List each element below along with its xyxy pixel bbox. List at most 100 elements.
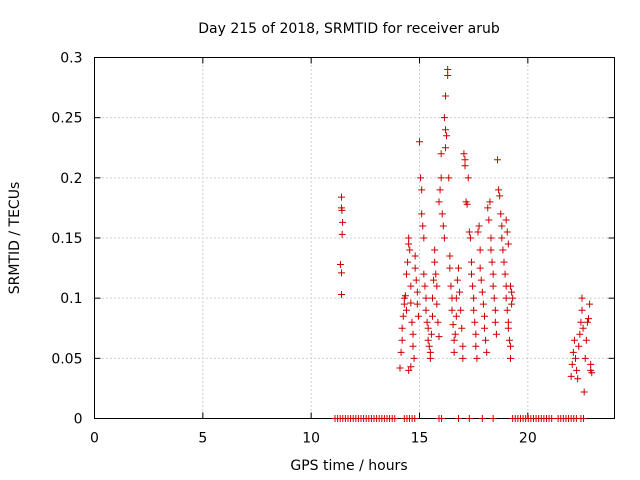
data-point (407, 363, 415, 371)
grid-lines (94, 57, 615, 419)
y-tick-label: 0.3 (60, 51, 82, 67)
data-point (420, 270, 428, 278)
data-point (505, 336, 513, 344)
data-point (338, 291, 345, 299)
data-point (450, 336, 458, 344)
data-point (404, 258, 412, 266)
data-point (502, 216, 510, 224)
data-point (422, 294, 430, 302)
data-point (442, 144, 449, 152)
data-point (418, 210, 426, 218)
data-point (469, 282, 477, 290)
data-point (504, 318, 512, 326)
data-point (403, 270, 410, 278)
y-tick-label: 0.25 (51, 111, 82, 127)
data-point (397, 348, 405, 356)
data-point (442, 126, 449, 134)
data-point (433, 300, 441, 308)
data-point (468, 270, 475, 278)
data-point (507, 354, 514, 362)
data-point (435, 198, 443, 206)
data-point (438, 415, 446, 422)
data-point (468, 258, 475, 266)
data-point (586, 300, 594, 308)
data-point (433, 282, 441, 290)
data-point (465, 415, 473, 422)
data-point (570, 336, 578, 344)
data-point (391, 415, 399, 422)
data-point (465, 228, 473, 236)
x-tick-label: 10 (302, 431, 320, 447)
data-point (477, 276, 485, 284)
data-point (444, 66, 452, 74)
data-point (336, 260, 344, 268)
data-point (456, 288, 464, 296)
data-point (500, 258, 508, 266)
data-point (429, 294, 436, 302)
data-point (445, 174, 453, 182)
data-point (338, 230, 346, 238)
data-point (583, 318, 591, 326)
data-point (418, 186, 426, 194)
data-point (491, 318, 499, 326)
data-point (497, 210, 505, 218)
data-point (440, 234, 448, 242)
data-point (509, 294, 517, 302)
data-point (414, 312, 422, 320)
data-point (440, 114, 448, 122)
data-point (461, 156, 469, 164)
data-point (434, 318, 442, 326)
data-point (411, 264, 419, 272)
data-point (457, 306, 465, 314)
data-point (431, 246, 439, 254)
data-point (420, 234, 428, 242)
data-point (407, 299, 415, 307)
x-axis-label: GPS time / hours (290, 458, 407, 474)
data-point (489, 282, 497, 290)
data-point (419, 222, 427, 230)
data-point (451, 330, 459, 338)
data-point (504, 240, 512, 248)
data-point (572, 354, 579, 362)
data-point (431, 258, 439, 266)
data-point (400, 300, 408, 308)
data-point (470, 294, 478, 302)
data-point (474, 228, 482, 236)
data-point (417, 174, 425, 182)
data-point (408, 318, 416, 326)
data-point (487, 234, 495, 242)
x-tick-label: 20 (519, 431, 537, 447)
data-point (412, 276, 420, 284)
x-tick-label: 5 (198, 431, 207, 447)
data-point (581, 354, 589, 362)
data-point (463, 200, 471, 208)
y-axis: 0 0.05 0.1 0.15 0.2 0.25 0.3 (51, 51, 615, 428)
data-point (398, 324, 406, 332)
data-point (423, 318, 431, 326)
data-point (447, 282, 455, 290)
data-point (409, 330, 417, 338)
data-point (426, 354, 434, 362)
data-point (576, 330, 584, 338)
data-point (438, 210, 446, 218)
data-point (587, 360, 595, 368)
data-point (471, 318, 479, 326)
data-point (503, 306, 511, 314)
data-point (481, 312, 488, 320)
data-point (580, 415, 588, 422)
data-point (507, 342, 514, 350)
data-point (339, 218, 347, 226)
data-point (508, 300, 516, 308)
data-point (427, 330, 435, 338)
data-point (504, 324, 512, 332)
data-point (470, 306, 478, 314)
x-axis: 0 5 10 15 20 (90, 57, 537, 447)
data-point (491, 306, 499, 314)
data-point (401, 292, 409, 300)
data-point (487, 246, 495, 254)
data-point (405, 366, 413, 374)
data-point (481, 324, 488, 332)
data-point (413, 288, 421, 296)
data-point (575, 342, 583, 350)
